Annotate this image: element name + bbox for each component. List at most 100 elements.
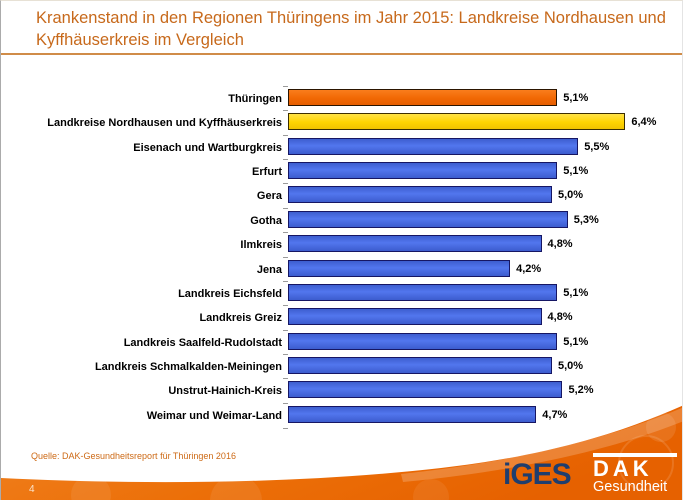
value-label: 5,1% (563, 286, 589, 299)
category-label: Eisenach und Wartburgkreis (133, 141, 282, 154)
category-label: Landkreise Nordhausen und Kyffhäuserkrei… (47, 117, 282, 130)
axis-tick (283, 134, 288, 136)
plot-area: 5,3% (283, 207, 682, 233)
bar-blue (288, 210, 568, 228)
plot-area: 5,1% (283, 280, 682, 306)
chart-row: Weimar und Weimar-Land 4,7% (1, 402, 682, 430)
axis-tick (283, 353, 288, 355)
plot-area: 4,2% (283, 256, 682, 282)
bar-blue (288, 137, 579, 155)
chart-row: Landkreis Greiz 4,8% (1, 305, 682, 330)
category-label: Landkreis Greiz (199, 312, 282, 325)
bubble-decoration (618, 435, 674, 491)
axis-tick (283, 402, 288, 404)
dak-logo-bar (593, 453, 677, 457)
chart-row: Landkreis Saalfeld-Rudolstadt 5,1% (1, 329, 682, 355)
dak-logo-subtext: Gesundheit (593, 479, 668, 495)
bar-blue (288, 235, 542, 253)
value-label: 4,8% (547, 311, 573, 324)
plot-area: 5,0% (283, 353, 682, 379)
axis-tick (283, 159, 288, 161)
axis-tick (283, 428, 288, 430)
bar-blue (288, 308, 542, 326)
chart-row: Gotha 5,3% (1, 207, 682, 233)
value-label: 5,1% (563, 165, 589, 178)
chart-row: Gera 5,0% (1, 183, 682, 208)
bar-blue (288, 259, 511, 277)
axis-tick (283, 183, 288, 185)
bar-blue (288, 381, 563, 399)
plot-area: 4,8% (283, 232, 682, 257)
axis-tick (283, 207, 288, 209)
source-note: Quelle: DAK-Gesundheitsreport für Thürin… (31, 451, 236, 461)
title-divider (1, 53, 682, 55)
bar-blue (288, 356, 552, 374)
chart-row: Landkreis Eichsfeld 5,1% (1, 280, 682, 306)
chart-row: Jena 4,2% (1, 256, 682, 282)
bar-blue (288, 283, 558, 301)
bubble-decoration (71, 475, 111, 500)
value-label: 4,8% (547, 238, 573, 251)
plot-area: 5,1% (283, 329, 682, 355)
bubble-decoration (210, 475, 262, 500)
value-label: 4,2% (516, 262, 542, 275)
iges-logo: iGES (503, 458, 572, 491)
category-label: Weimar und Weimar-Land (146, 409, 282, 422)
plot-area: 6,4% (283, 110, 682, 135)
category-label: Unstrut-Hainich-Kreis (168, 385, 282, 398)
bar-chart: Thüringen 5,1% Landkreise Nordhausen und K… (1, 86, 682, 430)
bubble-decoration (413, 479, 449, 500)
value-label: 6,4% (631, 116, 657, 129)
axis-tick (283, 232, 288, 234)
axis-tick (283, 329, 288, 331)
chart-row: Eisenach und Wartburgkreis 5,5% (1, 134, 682, 160)
value-label: 5,1% (563, 92, 589, 104)
value-label: 5,0% (558, 189, 584, 202)
plot-area: 5,5% (283, 134, 682, 160)
chart-row: Ilmkreis 4,8% (1, 232, 682, 257)
value-label: 5,3% (573, 213, 599, 226)
category-label: Erfurt (252, 166, 282, 179)
swoosh-shape (1, 405, 682, 500)
bar-yellow (288, 113, 626, 131)
slide-title: Krankenstand in den Regionen Thüringens … (36, 9, 666, 49)
category-label: Gotha (250, 214, 282, 227)
axis-tick (283, 256, 288, 258)
plot-area: 5,1% (283, 159, 682, 184)
swoosh-highlight (401, 407, 682, 482)
plot-area: 5,2% (283, 378, 682, 403)
category-label: Gera (256, 190, 282, 203)
bar-blue (288, 332, 558, 350)
chart-row: Landkreis Schmalkalden-Meiningen 5,0% (1, 353, 682, 379)
category-label: Landkreis Schmalkalden-Meiningen (94, 360, 282, 373)
plot-area: 5,1% (283, 86, 682, 111)
category-label: Landkreis Saalfeld-Rudolstadt (123, 336, 282, 349)
value-label: 5,2% (568, 384, 594, 397)
footer-swoosh-graphic (1, 405, 682, 500)
bar-blue (288, 405, 537, 423)
bar-blue (288, 186, 552, 204)
category-label: Ilmkreis (240, 239, 282, 252)
category-label: Jena (256, 263, 282, 276)
plot-area: 4,7% (283, 402, 682, 430)
dak-logo: DAK Gesundheit (593, 453, 681, 495)
category-label: Landkreis Eichsfeld (178, 287, 282, 300)
axis-tick (283, 378, 288, 380)
dak-logo-text: DAK (593, 456, 653, 481)
axis-tick (283, 305, 288, 307)
axis-tick (283, 110, 288, 112)
bubble-decoration (646, 412, 676, 442)
axis-tick (283, 86, 288, 87)
bar-blue (288, 162, 558, 180)
value-label: 5,1% (563, 335, 589, 348)
category-label: Thüringen (228, 93, 282, 105)
plot-area: 5,0% (283, 183, 682, 208)
page-number: 4 (29, 484, 35, 495)
value-label: 5,0% (558, 359, 584, 372)
chart-row: Landkreise Nordhausen und Kyffhäuserkrei… (1, 110, 682, 135)
value-label: 5,5% (584, 140, 610, 153)
axis-tick (283, 280, 288, 282)
chart-row: Erfurt 5,1% (1, 159, 682, 184)
value-label: 4,7% (542, 408, 568, 421)
